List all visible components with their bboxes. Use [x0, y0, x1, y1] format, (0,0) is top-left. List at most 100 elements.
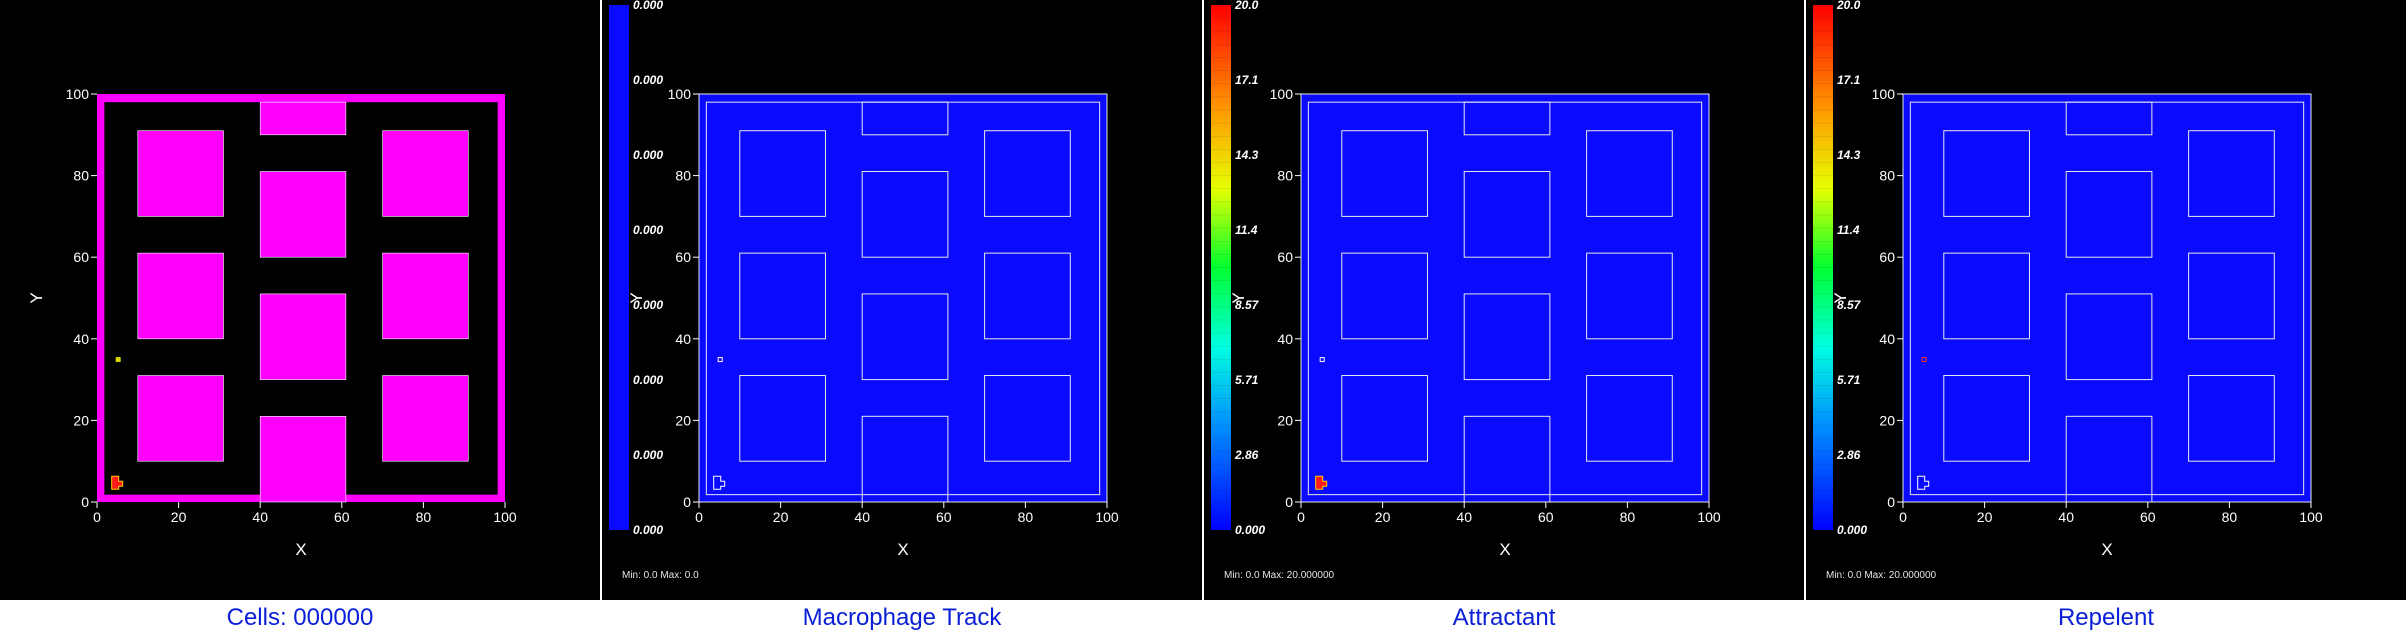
x-tick-label: 80	[1620, 509, 1636, 525]
colorbar-label: 11.4	[1837, 223, 1860, 237]
y-tick-label: 40	[675, 331, 691, 347]
colorbar-label: 5.71	[1235, 373, 1259, 387]
panel-attractant: 0 20 40 60 80 100 0 20 40 60 80 100 X Y 20.0 17.1 14.3 11…	[1204, 0, 1804, 600]
y-tick-label: 60	[1277, 249, 1293, 265]
caption-repelent: Repelent	[2057, 604, 2155, 631]
y-tick-label: 0	[1887, 494, 1895, 510]
colorbar-label: 0.000	[633, 73, 663, 87]
plot-area	[1301, 94, 1709, 502]
y-tick-label: 80	[675, 168, 691, 184]
plot-area	[1903, 94, 2311, 502]
y-axis-label: Y	[1229, 292, 1248, 303]
obstacle	[1341, 130, 1428, 217]
minmax-macrophage-track: Min: 0.0 Max: 0.0	[622, 570, 699, 581]
cells-plot: 0 20 40 60 80 100 0 20 40 60 80 100 X Y	[27, 86, 517, 559]
obstacle	[1586, 130, 1673, 217]
x-tick-label: 0	[93, 509, 101, 525]
y-tick-label: 80	[73, 168, 89, 184]
colorbar-label: 17.1	[1235, 73, 1259, 87]
y-tick-label: 100	[1872, 86, 1896, 102]
marker	[717, 357, 723, 363]
x-tick-label: 60	[2140, 509, 2156, 525]
colorbar-label: 0.000	[1837, 523, 1867, 537]
y-tick-label: 40	[1879, 331, 1895, 347]
colorbar-label: 8.57	[1235, 298, 1260, 312]
colorbar-label: 17.1	[1837, 73, 1861, 87]
x-tick-label: 100	[1697, 509, 1721, 525]
panel-repelent: 0 20 40 60 80 100 0 20 40 60 80 100 X Y 20.0 17.1 14.3 11…	[1806, 0, 2406, 600]
y-tick-label: 20	[73, 412, 89, 428]
macrophage-track-plot: 0 20 40 60 80 100020406080100XY0.0000.0000.00…	[609, 0, 1119, 559]
obstacle	[1586, 252, 1673, 340]
x-tick-label: 0	[695, 509, 703, 525]
y-tick-label: 60	[73, 249, 89, 265]
y-tick-label: 20	[1277, 412, 1293, 428]
obstacle	[984, 252, 1071, 340]
y-tick-label: 0	[1285, 494, 1293, 510]
obstacle	[2188, 375, 2275, 462]
macrophage	[713, 475, 726, 490]
x-tick-label: 40	[1456, 509, 1472, 525]
marker	[1319, 357, 1325, 363]
y-tick-label: 80	[1277, 168, 1293, 184]
obstacle	[1463, 101, 1551, 136]
obstacle	[861, 293, 949, 381]
colorbar-label: 20.0	[1234, 0, 1259, 12]
obstacle	[739, 375, 826, 462]
colorbar-label: 8.57	[1837, 298, 1862, 312]
y-tick-label: 100	[1270, 86, 1294, 102]
caption-cells: Cells: 000000	[226, 604, 374, 631]
obstacle	[259, 101, 347, 136]
x-tick-label: 0	[1899, 509, 1907, 525]
colorbar-label: 5.71	[1837, 373, 1861, 387]
colorbar-label: 0.000	[1235, 523, 1265, 537]
attractant-plot: 0 20 40 60 80 100 0 20 40 60 80 100 X Y 20.0 17.1 14.3 11…	[1211, 0, 1721, 559]
x-tick-label: 20	[171, 509, 187, 525]
x-tick-label: 80	[416, 509, 432, 525]
colorbar-label: 14.3	[1837, 148, 1861, 162]
x-tick-label: 20	[1375, 509, 1391, 525]
x-axis-label: X	[897, 540, 908, 559]
obstacle	[137, 130, 224, 217]
obstacle	[259, 416, 347, 503]
caption-macrophage-track: Macrophage Track	[802, 604, 1002, 631]
obstacle	[2065, 293, 2153, 381]
caption-attractant: Attractant	[1452, 604, 1556, 631]
obstacle	[861, 101, 949, 136]
colorbar	[1813, 5, 1833, 530]
obstacle	[2065, 415, 2153, 503]
x-axis-label: X	[2101, 540, 2112, 559]
x-tick-label: 100	[493, 509, 517, 525]
obstacle	[1341, 375, 1428, 462]
obstacle	[2188, 252, 2275, 340]
x-tick-label: 80	[2222, 509, 2238, 525]
x-tick-label: 80	[1018, 509, 1034, 525]
y-tick-label: 60	[1879, 249, 1895, 265]
x-axis-label: X	[295, 540, 306, 559]
obstacle	[1586, 375, 1673, 462]
panel-cells: 0 20 40 60 80 100 0 20 40 60 80 100 X Y	[0, 0, 600, 600]
obstacle	[1463, 293, 1551, 381]
obstacle	[1463, 171, 1551, 258]
obstacle	[1463, 415, 1551, 503]
y-tick-label: 100	[668, 86, 692, 102]
obstacle	[382, 252, 469, 340]
obstacle	[739, 252, 826, 340]
marker	[115, 357, 121, 363]
obstacle	[984, 375, 1071, 462]
y-tick-label: 20	[1879, 412, 1895, 428]
obstacle	[2065, 101, 2153, 136]
x-tick-label: 20	[1977, 509, 1993, 525]
obstacle	[1943, 130, 2030, 217]
obstacle	[259, 293, 347, 380]
y-tick-label: 0	[683, 494, 691, 510]
x-axis-label: X	[1499, 540, 1510, 559]
colorbar-label: 0.000	[633, 298, 663, 312]
obstacle	[1943, 375, 2030, 462]
colorbar-label: 11.4	[1235, 223, 1258, 237]
obstacle	[137, 252, 224, 340]
y-tick-label: 20	[675, 412, 691, 428]
y-axis-label: Y	[27, 292, 46, 303]
obstacle	[382, 375, 469, 462]
x-tick-label: 40	[854, 509, 870, 525]
